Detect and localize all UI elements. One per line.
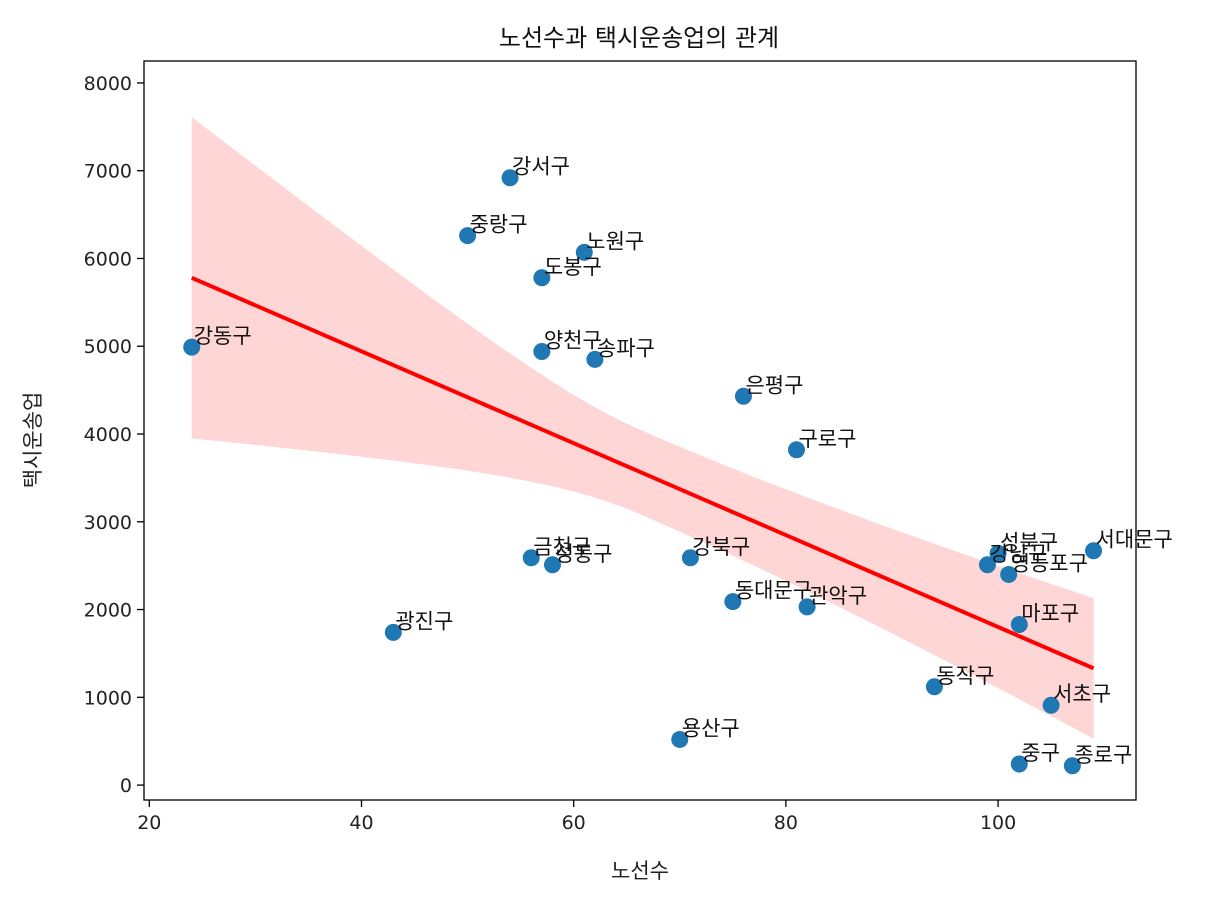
axes-layer: 20 40 60 80 10001000200030004000500060007000… bbox=[84, 60, 1137, 834]
data-point-label: 은평구 bbox=[745, 373, 803, 397]
data-point bbox=[533, 343, 551, 361]
data-points-layer bbox=[183, 169, 1103, 775]
data-point-label: 양천구 bbox=[544, 329, 602, 353]
data-point-label: 강서구 bbox=[512, 155, 570, 179]
data-point bbox=[1063, 757, 1081, 775]
data-point bbox=[1010, 755, 1028, 773]
data-point bbox=[501, 169, 519, 187]
y-tick-label: 3000 bbox=[84, 512, 132, 534]
data-point-label: 성동구 bbox=[554, 542, 612, 566]
data-point-label: 노원구 bbox=[586, 229, 644, 253]
data-point-label: 종로구 bbox=[1074, 743, 1132, 767]
data-point-label: 강남구 bbox=[989, 542, 1047, 566]
x-tick-label: 40 bbox=[349, 812, 373, 834]
data-point bbox=[384, 623, 402, 641]
y-tick-label: 0 bbox=[120, 775, 132, 797]
data-point-label: 강동구 bbox=[194, 324, 252, 348]
confidence-band bbox=[191, 117, 1094, 739]
data-point bbox=[1042, 696, 1060, 714]
y-tick-label: 2000 bbox=[84, 600, 132, 622]
data-point bbox=[522, 549, 540, 567]
data-point-label: 서대문구 bbox=[1096, 528, 1173, 552]
data-point-label: 관악구 bbox=[809, 584, 867, 608]
x-tick-label: 80 bbox=[774, 812, 798, 834]
y-axis-label: 택시운송업 bbox=[21, 392, 45, 489]
regression-line bbox=[190, 275, 1095, 671]
data-point bbox=[533, 269, 551, 287]
x-tick-label: 20 bbox=[137, 812, 161, 834]
y-tick-label: 1000 bbox=[84, 687, 132, 709]
data-point-label: 서초구 bbox=[1053, 682, 1111, 706]
data-point bbox=[459, 227, 477, 245]
data-point-label: 동작구 bbox=[936, 664, 994, 688]
x-axis-label: 노선수 bbox=[611, 859, 669, 883]
x-tick-label: 60 bbox=[562, 812, 586, 834]
data-point bbox=[989, 544, 1007, 562]
data-point-label: 용산구 bbox=[682, 716, 740, 740]
data-point bbox=[586, 350, 604, 368]
data-point-label: 금천구 bbox=[533, 535, 591, 559]
data-point-label: 구로구 bbox=[798, 427, 856, 451]
data-point bbox=[543, 556, 561, 574]
data-point bbox=[724, 593, 742, 611]
y-tick-label: 5000 bbox=[84, 336, 132, 358]
x-tick-label: 100 bbox=[980, 812, 1016, 834]
plot-frame bbox=[143, 60, 1137, 801]
data-point-label: 성북구 bbox=[1000, 530, 1058, 554]
data-point bbox=[925, 678, 943, 696]
data-point bbox=[1010, 615, 1028, 633]
data-point bbox=[575, 243, 593, 261]
data-point-label: 강북구 bbox=[692, 535, 750, 559]
data-point bbox=[787, 441, 805, 459]
data-point-label: 송파구 bbox=[597, 336, 655, 360]
data-point bbox=[734, 387, 752, 405]
data-point-label: 영등포구 bbox=[1011, 551, 1088, 575]
data-point-label: 중랑구 bbox=[470, 213, 528, 237]
y-tick-label: 6000 bbox=[84, 248, 132, 270]
data-point bbox=[1000, 565, 1018, 583]
data-point bbox=[671, 730, 689, 748]
data-point bbox=[681, 549, 699, 567]
data-point bbox=[798, 598, 816, 616]
y-tick-label: 8000 bbox=[84, 73, 132, 95]
data-point bbox=[1085, 542, 1103, 560]
chart-title: 노선수과 택시운송업의 관계 bbox=[499, 24, 779, 52]
data-point bbox=[978, 556, 996, 574]
data-point-label: 마포구 bbox=[1021, 601, 1079, 625]
confidence-band-layer bbox=[191, 117, 1094, 739]
y-tick-label: 7000 bbox=[84, 161, 132, 183]
regression-line-layer bbox=[190, 275, 1095, 671]
data-point-label: 동대문구 bbox=[735, 579, 812, 603]
data-point-label: 광진구 bbox=[395, 609, 453, 633]
data-point bbox=[183, 338, 201, 356]
y-tick-label: 4000 bbox=[84, 424, 132, 446]
data-point-label: 도봉구 bbox=[544, 255, 602, 279]
data-point-label: 중구 bbox=[1021, 741, 1060, 765]
